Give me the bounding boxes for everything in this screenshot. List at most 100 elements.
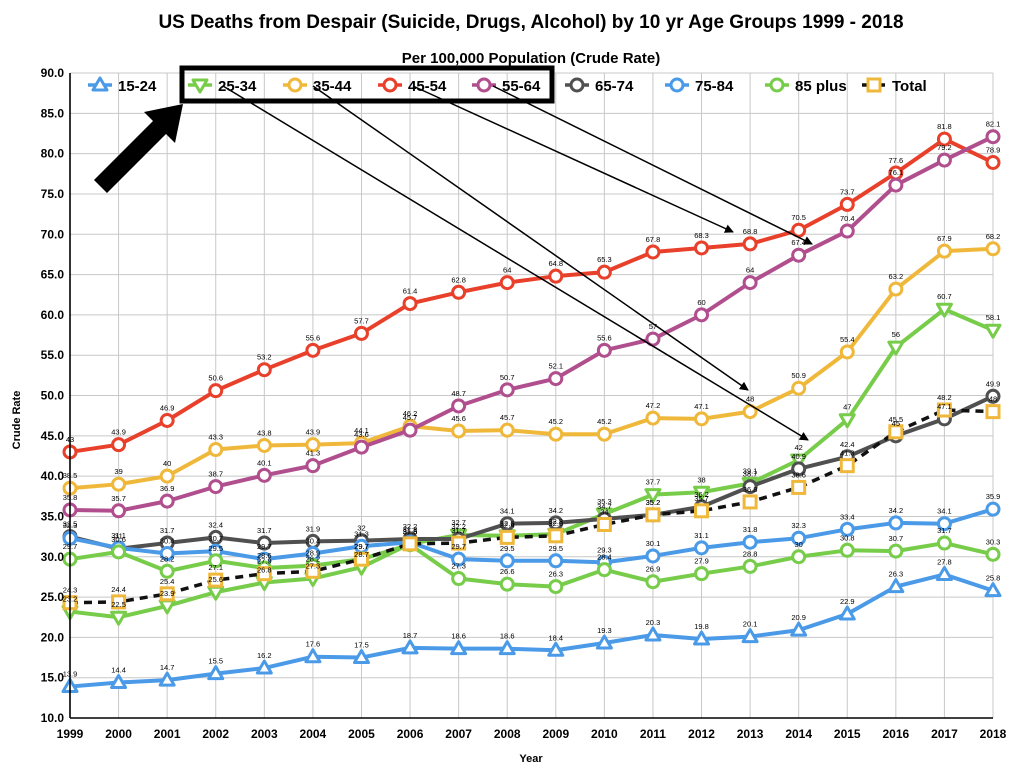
legend-label: 75-84 [695, 78, 734, 95]
data-point [936, 516, 952, 532]
data-point [645, 410, 661, 426]
data-point [694, 307, 710, 323]
data-label: 50.6 [208, 374, 223, 383]
data-label: 35.2 [646, 498, 661, 507]
x-tick-label: 2004 [300, 727, 327, 741]
y-tick-label: 50.0 [41, 389, 65, 403]
data-label: 45.7 [403, 413, 418, 422]
data-label: 34.2 [889, 506, 904, 515]
data-point [596, 264, 612, 280]
chart-title: US Deaths from Despair (Suicide, Drugs, … [158, 12, 903, 33]
y-tick-label: 35.0 [41, 509, 65, 523]
x-tick-label: 2012 [688, 727, 715, 741]
data-point [887, 578, 905, 594]
data-label: 31.6 [403, 527, 418, 536]
data-point [305, 458, 321, 474]
highlight-box [179, 65, 555, 104]
legend-item: 75-84 [665, 77, 734, 95]
data-point [305, 342, 321, 358]
data-label: 36.2 [694, 490, 709, 499]
data-point [402, 422, 418, 438]
data-point [838, 413, 856, 429]
data-point [596, 562, 612, 578]
legend-label: 15-24 [118, 78, 157, 95]
x-tick-label: 2007 [445, 727, 472, 741]
data-label: 37.7 [646, 478, 661, 487]
data-point [208, 553, 224, 569]
data-label: 20.1 [743, 620, 758, 629]
data-label: 28.7 [354, 550, 369, 559]
data-label: 29.7 [354, 542, 369, 551]
data-point [936, 243, 952, 259]
data-point [791, 222, 807, 238]
data-point [208, 529, 224, 545]
data-point [352, 649, 370, 665]
data-point [839, 542, 855, 558]
data-label: 29.3 [597, 545, 612, 554]
data-point [110, 610, 128, 626]
legend-label: 45-54 [408, 78, 447, 95]
data-label: 31.7 [937, 526, 952, 535]
data-label: 31.3 [354, 529, 369, 538]
data-label: 39.1 [743, 466, 758, 475]
data-label: 55.6 [597, 333, 612, 342]
data-point [645, 548, 661, 564]
y-tick-label: 70.0 [41, 227, 65, 241]
data-label: 77.6 [889, 156, 904, 165]
series-line [69, 394, 994, 551]
data-label: 20.3 [646, 618, 661, 627]
data-label: 31.8 [403, 525, 418, 534]
data-label: 32.6 [548, 519, 563, 528]
x-tick-label: 2014 [785, 727, 812, 741]
data-point [644, 488, 662, 504]
data-point [888, 424, 904, 440]
data-point [402, 536, 418, 552]
data-point [839, 521, 855, 537]
y-tick-label: 75.0 [41, 187, 65, 201]
data-point [353, 551, 369, 567]
data-point [791, 461, 807, 477]
data-label: 27.9 [257, 557, 272, 566]
data-label: 41.3 [840, 449, 855, 458]
legend-item: 15-24 [88, 76, 157, 95]
data-label: 30.1 [646, 539, 661, 548]
data-point [255, 659, 273, 675]
data-point [208, 442, 224, 458]
series-45-54 [62, 131, 1001, 460]
series-line [69, 408, 994, 605]
x-tick-label: 2009 [542, 727, 569, 741]
data-label: 28.4 [597, 553, 612, 562]
annotation-arrow [492, 85, 813, 245]
data-label: 48.7 [451, 389, 466, 398]
annotation-arrow [412, 85, 734, 233]
data-point [499, 576, 515, 592]
data-point [839, 196, 855, 212]
data-point [985, 241, 1001, 257]
data-point [887, 340, 905, 356]
legend-marker [476, 77, 492, 93]
data-label: 18.6 [500, 632, 515, 641]
data-label: 64 [503, 266, 511, 275]
data-label: 27.1 [208, 563, 223, 572]
data-label: 32.2 [403, 522, 418, 531]
data-label: 32.7 [451, 518, 466, 527]
annotation-arrow [222, 85, 809, 441]
data-point [111, 594, 127, 610]
data-label: 29.7 [451, 542, 466, 551]
y-tick-label: 65.0 [41, 268, 65, 282]
data-point [985, 388, 1001, 404]
data-label: 73.7 [840, 187, 855, 196]
data-label: 29.5 [548, 544, 563, 553]
data-point [791, 479, 807, 495]
series-line [69, 572, 994, 689]
data-point [838, 605, 856, 621]
data-label: 26.9 [646, 565, 661, 574]
data-point [451, 535, 467, 551]
data-point [888, 281, 904, 297]
data-label: 18.4 [548, 633, 563, 642]
data-label: 28.2 [306, 554, 321, 563]
data-label: 46.9 [160, 403, 175, 412]
data-point [451, 423, 467, 439]
data-point [256, 535, 272, 551]
x-tick-label: 2011 [640, 727, 666, 741]
